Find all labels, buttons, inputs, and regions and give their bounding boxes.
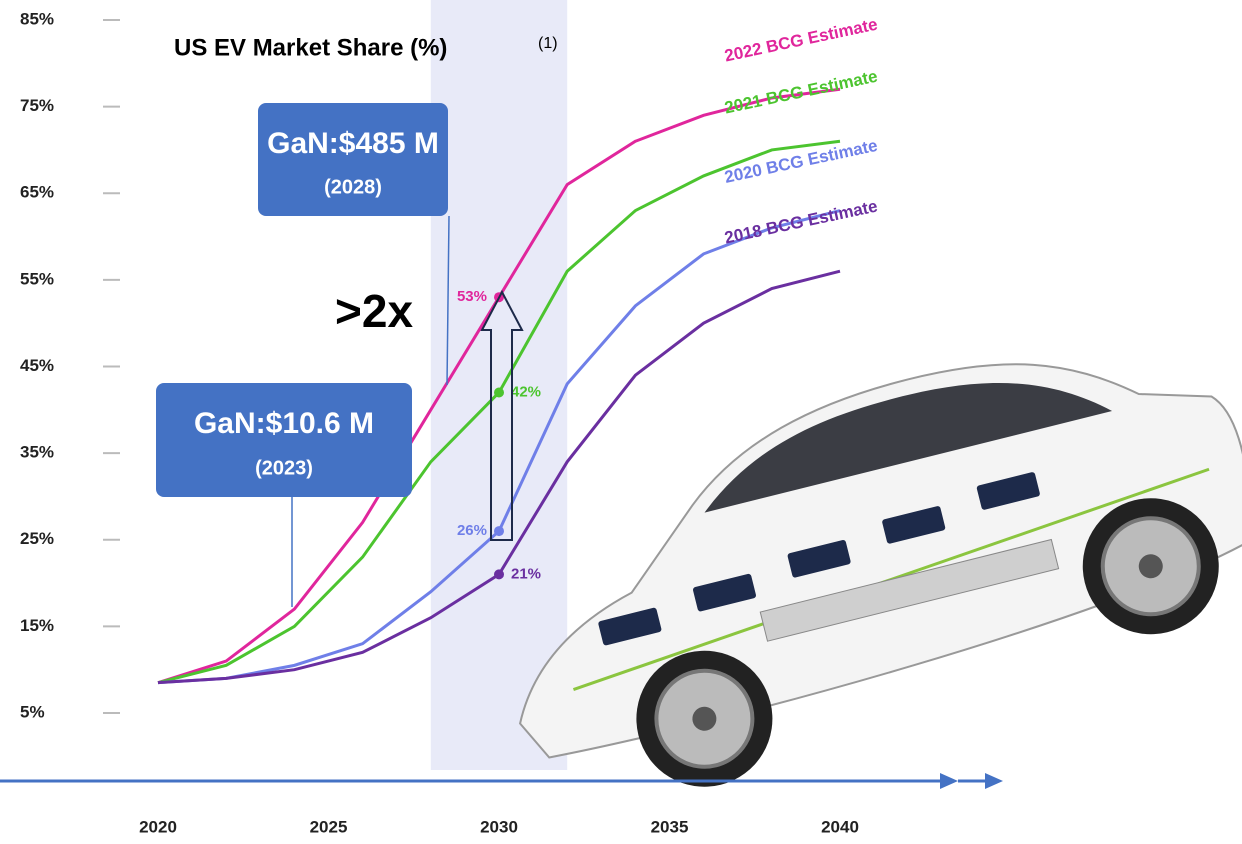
highlight-point (494, 387, 504, 397)
x-tick-label: 2035 (651, 817, 689, 836)
chart-title: US EV Market Share (%) (174, 34, 447, 61)
y-tick-label: 25% (20, 529, 54, 548)
x-tick-label: 2040 (821, 817, 859, 836)
y-tick-label: 55% (20, 269, 54, 288)
title-note: (1) (538, 35, 558, 52)
callout-title: GaN:$485 M (267, 127, 439, 160)
highlight-point (494, 569, 504, 579)
x-tick-label: 2025 (310, 817, 348, 836)
point-label: 42% (511, 383, 541, 400)
car-illustration (462, 305, 1242, 828)
point-label: 21% (511, 565, 541, 582)
series-label: 2018 BCG Estimate (723, 197, 879, 248)
y-tick-label: 45% (20, 356, 54, 375)
series-label: 2022 BCG Estimate (723, 15, 879, 66)
y-tick-label: 75% (20, 96, 54, 115)
chart: 85% 75% 65% 55% 45% 35% 25% 15% 5% 2020 2025 2030 20… (0, 0, 1242, 844)
x-tick-label: 2030 (480, 817, 518, 836)
y-tick-label: 5% (20, 702, 45, 721)
y-tick-label: 15% (20, 616, 54, 635)
highlight-band (431, 0, 567, 770)
multiplier: >2x (335, 285, 413, 337)
highlight-point (494, 526, 504, 536)
y-tick-label: 85% (20, 9, 54, 28)
callout-subtitle: (2023) (255, 457, 313, 479)
y-tick-label: 35% (20, 443, 54, 462)
point-label: 53% (457, 288, 487, 305)
point-label: 26% (457, 522, 487, 539)
callout-box (156, 383, 412, 497)
series-label: 2021 BCG Estimate (723, 67, 879, 118)
axis-arrow (940, 773, 958, 789)
axis-arrow (985, 773, 1003, 789)
y-tick-label: 65% (20, 183, 54, 202)
series-label: 2020 BCG Estimate (723, 136, 879, 187)
callout-title: GaN:$10.6 M (194, 407, 374, 440)
x-tick-label: 2020 (139, 817, 177, 836)
callout-subtitle: (2028) (324, 176, 382, 198)
